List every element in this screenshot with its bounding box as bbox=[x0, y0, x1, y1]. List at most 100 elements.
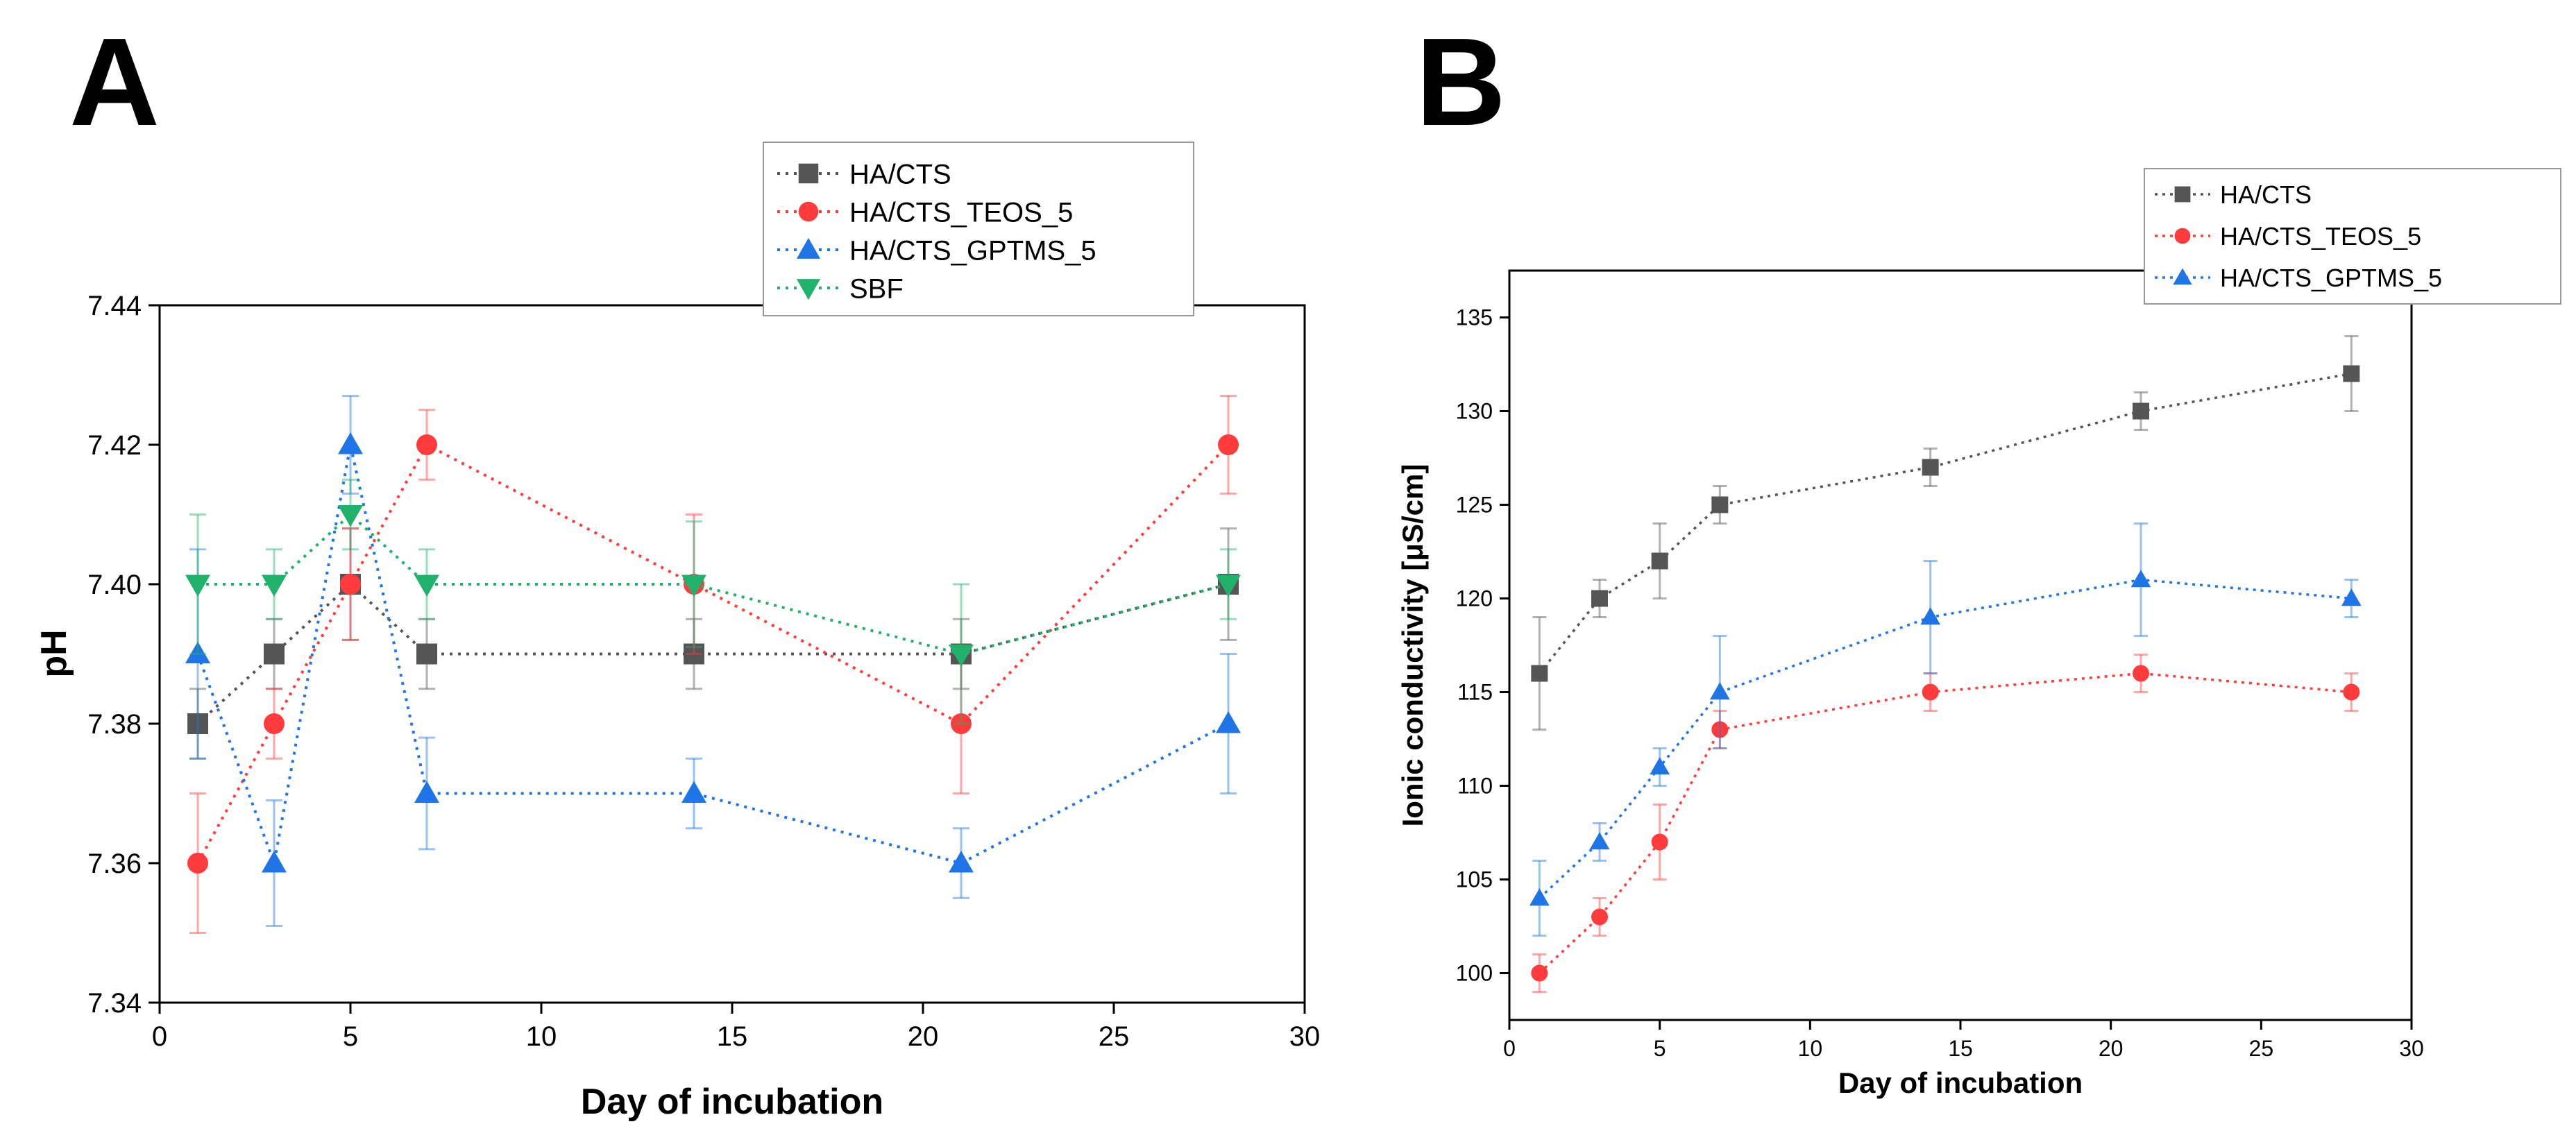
chart-b-series-ha-cts-teos-5-point bbox=[1922, 683, 1939, 701]
chart-a-legend-label: SBF bbox=[849, 273, 904, 304]
chart-a-series-sbf-point bbox=[1216, 575, 1241, 597]
chart-a-series-ha-cts-gptms-5-point bbox=[262, 851, 287, 873]
x-axis-label-b: Day of incubation bbox=[1838, 1066, 2083, 1099]
chart-b-series-ha-cts-point bbox=[1591, 590, 1608, 607]
chart-b-legend-marker bbox=[2174, 186, 2191, 203]
chart-a-series-sbf-point bbox=[262, 575, 287, 597]
legend-box-b bbox=[2144, 168, 2561, 305]
chart-a-series-sbf-point bbox=[338, 505, 363, 527]
chart-b-y-tick-label: 100 bbox=[1456, 961, 1493, 986]
chart-b-series-ha-cts-teos-5-point bbox=[1651, 833, 1668, 851]
chart-a-legend-label: HA/CTS bbox=[849, 159, 951, 189]
chart-b-x-tick-label: 15 bbox=[1948, 1036, 1973, 1061]
chart-b-series-ha-cts-teos-5-point bbox=[2343, 683, 2360, 701]
chart-a-legend-marker bbox=[798, 163, 819, 184]
axes-b: 0 5 10 15 20 25 30 100 105 110 115 120 125 130 135 bbox=[1456, 305, 2424, 1061]
chart-b-series-ha-cts-teos-5-point bbox=[1591, 908, 1608, 926]
chart-panel-b: B 0 5 10 15 20 25 30 100 105 110 115 120 125 130 135 D… bbox=[1396, 12, 2561, 1099]
chart-b-x-tick-label: 5 bbox=[1654, 1036, 1666, 1061]
chart-b-series-ha-cts-point bbox=[1922, 459, 1939, 476]
chart-b-series-ha-cts-gptms-5-point bbox=[1709, 682, 1730, 700]
chart-b-series-ha-cts-point bbox=[1651, 552, 1668, 570]
chart-b-series-ha-cts-gptms-5-point bbox=[1650, 757, 1670, 775]
chart-b-series-ha-cts-gptms-5-point bbox=[2130, 570, 2151, 588]
chart-a-legend-label: HA/CTS_GPTMS_5 bbox=[849, 235, 1096, 266]
legend-box-a bbox=[763, 142, 1194, 316]
chart-a-series-sbf-point bbox=[681, 575, 706, 597]
chart-b-y-tick-label: 130 bbox=[1456, 399, 1493, 424]
chart-a-legend-entry-sbf: SBF bbox=[777, 273, 904, 304]
chart-b-x-tick-label: 0 bbox=[1503, 1036, 1516, 1061]
chart-b-series-ha-cts-point bbox=[1711, 496, 1729, 513]
series-group-b bbox=[1529, 335, 2362, 993]
chart-a-y-tick-label: 7.42 bbox=[87, 430, 142, 461]
chart-b-x-tick-label: 30 bbox=[2399, 1036, 2424, 1061]
chart-a-series-ha-cts-gptms-5-point bbox=[681, 781, 706, 803]
chart-b-y-tick-label: 120 bbox=[1456, 586, 1493, 611]
chart-a-y-tick-label: 7.36 bbox=[87, 849, 142, 879]
chart-a-series-sbf bbox=[185, 478, 1241, 725]
chart-a-series-ha-cts-teos-5 bbox=[187, 395, 1239, 934]
chart-b-series-ha-cts-gptms-5-point bbox=[1589, 832, 1610, 850]
chart-a-series-ha-cts-point bbox=[264, 643, 285, 665]
chart-b-legend-label: HA/CTS_GPTMS_5 bbox=[2220, 264, 2442, 292]
chart-a-series-ha-cts-teos-5-point bbox=[951, 713, 972, 734]
series-group-a bbox=[185, 395, 1241, 934]
chart-a-x-tick-label: 30 bbox=[1289, 1021, 1321, 1052]
chart-a-x-tick-label: 5 bbox=[343, 1021, 358, 1052]
chart-a-series-ha-cts-teos-5-point bbox=[416, 434, 437, 455]
chart-b-legend-marker bbox=[2174, 228, 2191, 244]
chart-b-legend-label: HA/CTS_TEOS_5 bbox=[2220, 222, 2421, 250]
chart-b-series-ha-cts-point bbox=[2343, 365, 2360, 382]
chart-a-legend-marker bbox=[796, 279, 821, 300]
chart-a-series-ha-cts-point bbox=[416, 643, 437, 665]
panel-label-a: A bbox=[69, 12, 160, 152]
chart-a-legend-entry-ha-cts-gptms-5: HA/CTS_GPTMS_5 bbox=[777, 235, 1096, 266]
chart-a-legend-entry-ha-cts: HA/CTS bbox=[777, 159, 951, 189]
chart-b-series-ha-cts-point bbox=[2133, 402, 2149, 420]
chart-a-series-ha-cts-gptms-5-point bbox=[1216, 711, 1241, 733]
chart-b-series-ha-cts-gptms-5 bbox=[1529, 522, 2362, 937]
chart-a-legend-label: HA/CTS_TEOS_5 bbox=[849, 197, 1073, 228]
chart-b-legend-entry-ha-cts-teos-5: HA/CTS_TEOS_5 bbox=[2155, 222, 2421, 250]
chart-b-legend-entry-ha-cts: HA/CTS bbox=[2155, 180, 2312, 209]
chart-b-y-tick-label: 110 bbox=[1457, 774, 1493, 799]
chart-b-series-ha-cts-teos-5-point bbox=[2133, 665, 2149, 682]
chart-b-x-tick-label: 25 bbox=[2249, 1036, 2274, 1061]
chart-b-y-tick-label: 105 bbox=[1456, 867, 1493, 892]
chart-b-y-tick-label: 135 bbox=[1456, 305, 1493, 330]
chart-a-series-ha-cts-gptms-5-point bbox=[338, 432, 363, 454]
chart-a-y-tick-label: 7.34 bbox=[87, 988, 142, 1019]
axes-a: 0 5 10 15 20 25 30 7.34 7.36 7.38 7.40 7.42 7.44 bbox=[87, 291, 1320, 1052]
chart-a-series-sbf-point bbox=[185, 575, 210, 597]
chart-a-series-ha-cts-teos-5-point bbox=[187, 853, 208, 874]
y-axis-label-a: pH bbox=[34, 629, 74, 677]
chart-b-series-ha-cts-teos-5-point bbox=[1711, 721, 1729, 738]
chart-panel-a: A 0 5 10 15 20 25 30 7.34 7.36 7.38 7.40 7.42 7.44 D… bbox=[34, 12, 1320, 1122]
chart-a-x-tick-label: 0 bbox=[152, 1021, 167, 1052]
legend-b: HA/CTS HA/CTS_TEOS_5 HA/CTS_GPTMS_5 bbox=[2144, 168, 2561, 305]
chart-a-series-ha-cts-point bbox=[187, 713, 208, 734]
chart-b-y-tick-label: 115 bbox=[1457, 680, 1493, 705]
y-axis-label-b: Ionic conductivity [μS/cm] bbox=[1396, 464, 1429, 827]
chart-a-legend-marker bbox=[796, 237, 821, 259]
chart-b-series-ha-cts-gptms-5-point bbox=[2341, 588, 2362, 606]
chart-b-series-ha-cts-teos-5 bbox=[1531, 654, 2360, 993]
chart-b-series-ha-cts bbox=[1531, 335, 2360, 731]
chart-a-series-ha-cts-point bbox=[684, 643, 704, 665]
chart-b-x-tick-label: 10 bbox=[1798, 1036, 1823, 1061]
chart-a-y-tick-label: 7.40 bbox=[87, 570, 142, 600]
chart-b-legend-marker bbox=[2173, 268, 2192, 285]
chart-a-x-tick-label: 10 bbox=[526, 1021, 557, 1052]
chart-b-legend-label: HA/CTS bbox=[2220, 180, 2312, 209]
chart-b-x-tick-label: 20 bbox=[2099, 1036, 2124, 1061]
chart-a-x-tick-label: 25 bbox=[1099, 1021, 1130, 1052]
chart-b-legend-entry-ha-cts-gptms-5: HA/CTS_GPTMS_5 bbox=[2155, 264, 2442, 292]
x-axis-label-a: Day of incubation bbox=[581, 1082, 883, 1122]
chart-b-series-ha-cts-teos-5-point bbox=[1531, 964, 1548, 982]
legend-a: HA/CTS HA/CTS_TEOS_5 HA/CTS_GPTMS_5 SBF bbox=[763, 142, 1194, 316]
chart-a-x-tick-label: 20 bbox=[908, 1021, 939, 1052]
chart-a-legend-marker bbox=[798, 201, 819, 222]
chart-a-series-ha-cts-gptms-5-point bbox=[949, 851, 974, 873]
